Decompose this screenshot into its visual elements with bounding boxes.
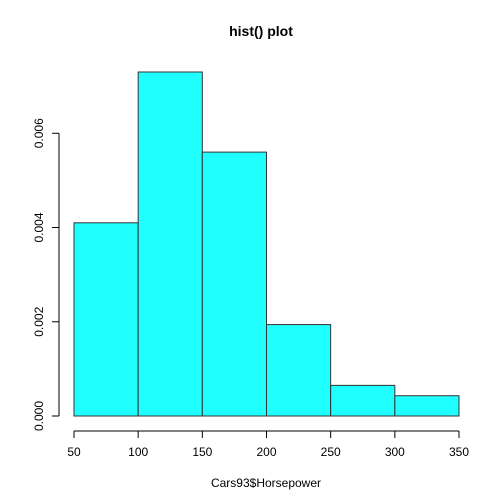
x-tick-label: 200 bbox=[256, 445, 276, 459]
histogram-bar-4 bbox=[266, 324, 332, 417]
x-axis: 50 100 150 200 250 300 350 bbox=[67, 430, 469, 459]
bars-group bbox=[73, 71, 460, 417]
histogram-bar-3 bbox=[201, 151, 267, 417]
y-tick-label: 0.002 bbox=[32, 306, 46, 336]
histogram-bar-1 bbox=[73, 222, 139, 417]
y-tick-label: 0.000 bbox=[32, 401, 46, 431]
y-tick-label: 0.004 bbox=[32, 212, 46, 242]
x-tick-label: 50 bbox=[67, 445, 81, 459]
histogram-bar-2 bbox=[137, 71, 203, 417]
x-tick-label: 100 bbox=[128, 445, 148, 459]
y-tick-label: 0.006 bbox=[32, 118, 46, 148]
x-tick-label: 300 bbox=[385, 445, 405, 459]
x-tick-label: 150 bbox=[192, 445, 212, 459]
y-axis: 0.000 0.002 0.004 0.006 bbox=[32, 118, 60, 431]
chart-title: hist() plot bbox=[229, 23, 293, 39]
x-tick-label: 350 bbox=[449, 445, 469, 459]
x-axis-label: Cars93$Horsepower bbox=[211, 476, 321, 490]
histogram-bar-6 bbox=[394, 395, 460, 417]
x-tick-label: 250 bbox=[321, 445, 341, 459]
histogram-bar-5 bbox=[330, 384, 396, 417]
